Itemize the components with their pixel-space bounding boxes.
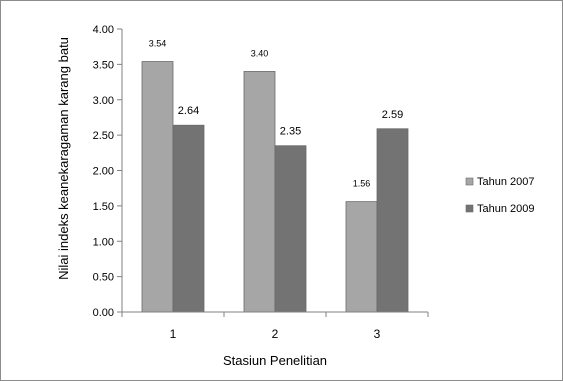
y-tick-label: 3.00 xyxy=(93,95,114,107)
x-axis-title: Stasiun Penelitian xyxy=(223,353,327,368)
x-ticks-group: 1 2 3 xyxy=(121,312,429,341)
bars-group xyxy=(141,61,409,313)
y-tick-label: 2.50 xyxy=(93,130,114,142)
legend-swatch xyxy=(465,177,474,186)
legend-label: Tahun 2007 xyxy=(477,176,535,188)
y-ticks-group: 0.00 0.50 1.00 1.50 2.00 2.50 3.00 3.50 4.00 xyxy=(93,24,122,319)
data-label: 2.35 xyxy=(280,126,301,138)
legend: Tahun 2007 Tahun 2009 xyxy=(465,176,535,215)
y-tick-label: 4.00 xyxy=(93,24,114,36)
y-axis-title: Nilai indeks keanekaragaman karang batu xyxy=(56,37,71,280)
data-label: 1.56 xyxy=(353,179,371,189)
y-tick-label: 3.50 xyxy=(93,59,114,71)
data-labels-group: 3.54 3.40 1.56 2.64 2.35 2.59 xyxy=(149,39,403,189)
legend-swatch xyxy=(465,204,474,213)
bar xyxy=(345,201,378,313)
bar xyxy=(243,71,276,313)
y-tick-label: 2.00 xyxy=(93,166,114,178)
data-label: 3.54 xyxy=(149,39,167,49)
bar xyxy=(274,145,307,313)
x-tick-label: 2 xyxy=(272,327,279,341)
bar xyxy=(376,128,409,313)
legend-label: Tahun 2009 xyxy=(477,203,535,215)
data-label: 3.40 xyxy=(251,48,269,58)
data-label: 2.64 xyxy=(178,105,199,117)
y-tick-label: 0.50 xyxy=(93,272,114,284)
x-tick-label: 3 xyxy=(374,327,381,341)
x-tick-label: 1 xyxy=(170,327,177,341)
bar xyxy=(141,61,174,313)
data-label: 2.59 xyxy=(382,109,403,121)
bar xyxy=(172,124,205,313)
y-tick-label: 1.50 xyxy=(93,201,114,213)
y-tick-label: 1.00 xyxy=(93,236,114,248)
y-tick-label: 0.00 xyxy=(93,307,114,319)
